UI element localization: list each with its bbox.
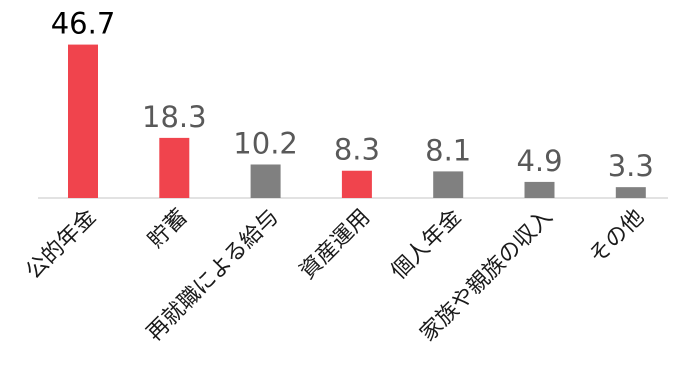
data-label-5: 8.1	[425, 133, 471, 167]
bars-group	[68, 44, 646, 198]
bar-4	[341, 170, 372, 198]
data-label-2: 18.3	[142, 100, 207, 134]
data-labels-group: 46.7 18.3 10.2 8.3 8.1 4.9 3.3	[51, 7, 654, 184]
category-label-1: 公的年金	[21, 205, 101, 285]
category-label-5: 個人年金	[387, 205, 467, 285]
data-label-4: 8.3	[334, 133, 380, 167]
bar-1	[68, 44, 98, 198]
category-label-2: 貯蓄	[144, 205, 193, 254]
data-label-1: 46.7	[51, 7, 116, 41]
data-label-3: 10.2	[233, 126, 298, 160]
category-label-4: 資産運用	[295, 205, 375, 285]
data-label-7: 3.3	[608, 149, 654, 183]
bar-2	[159, 137, 190, 198]
data-label-6: 4.9	[516, 144, 562, 178]
category-label-7: その他	[585, 205, 649, 269]
bar-6	[524, 181, 555, 198]
bar-5	[433, 171, 464, 198]
bar-3	[250, 164, 281, 198]
bar-7	[615, 187, 646, 198]
